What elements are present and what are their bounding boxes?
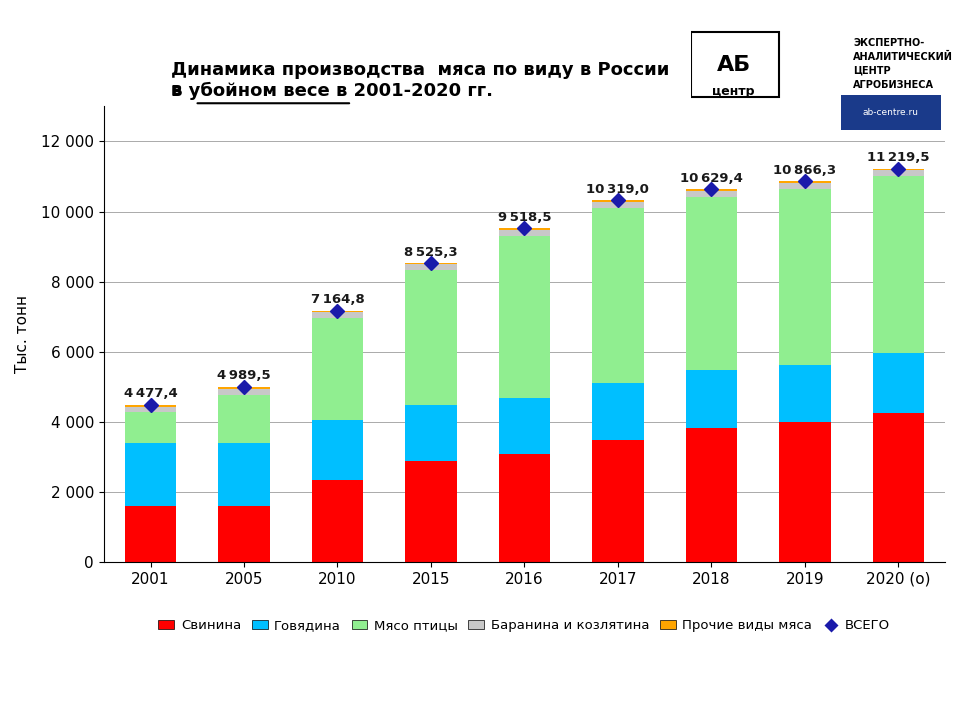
Bar <box>592 200 643 202</box>
Bar <box>780 365 830 423</box>
Bar <box>592 207 643 383</box>
Bar <box>218 395 270 443</box>
Bar <box>312 480 363 562</box>
Text: 4 989,5: 4 989,5 <box>217 369 271 382</box>
Bar <box>218 443 270 505</box>
Bar <box>780 181 830 183</box>
Text: ab-centre.ru: ab-centre.ru <box>863 108 919 117</box>
Bar <box>592 202 643 207</box>
Bar <box>125 405 177 407</box>
Bar <box>218 387 270 390</box>
Bar <box>125 443 177 505</box>
Bar <box>685 197 737 370</box>
Bar <box>218 390 270 395</box>
Text: Динамика производства  мяса по виду в России: Динамика производства мяса по виду в Рос… <box>171 61 669 79</box>
Bar <box>685 370 737 428</box>
Bar <box>592 439 643 562</box>
Text: центр: центр <box>712 85 755 99</box>
Bar <box>125 505 177 562</box>
Bar <box>498 398 550 454</box>
Text: ЭКСПЕРТНО-: ЭКСПЕРТНО- <box>853 38 924 48</box>
Text: 11 219,5: 11 219,5 <box>867 151 929 164</box>
Bar <box>218 505 270 562</box>
Bar <box>405 264 457 271</box>
Bar <box>780 183 830 189</box>
Legend: Свинина, Говядина, Мясо птицы, Баранина и козлятина, Прочие виды мяса, ВСЕГО: Свинина, Говядина, Мясо птицы, Баранина … <box>154 614 896 637</box>
Bar <box>498 235 550 398</box>
Bar <box>592 383 643 439</box>
Bar <box>685 189 737 191</box>
Bar <box>685 428 737 562</box>
Bar <box>873 353 924 413</box>
Y-axis label: Тыс. тонн: Тыс. тонн <box>15 295 30 373</box>
Bar <box>873 176 924 353</box>
Text: 10 866,3: 10 866,3 <box>773 163 836 176</box>
Bar <box>125 413 177 443</box>
Text: АГРОБИЗНЕСА: АГРОБИЗНЕСА <box>853 80 934 90</box>
Bar <box>873 170 924 176</box>
Bar <box>405 462 457 562</box>
Bar <box>873 413 924 562</box>
Bar <box>125 407 177 413</box>
Bar <box>780 189 830 365</box>
Bar <box>685 191 737 197</box>
Bar <box>312 420 363 480</box>
Bar <box>498 230 550 235</box>
Text: 4 477,4: 4 477,4 <box>124 387 178 400</box>
Text: 8 525,3: 8 525,3 <box>404 246 458 258</box>
Bar <box>405 405 457 462</box>
Text: 9 518,5: 9 518,5 <box>497 211 551 224</box>
Bar <box>691 32 779 97</box>
Bar <box>312 312 363 318</box>
Text: 10 319,0: 10 319,0 <box>587 183 649 196</box>
Text: АБ: АБ <box>716 55 751 75</box>
Text: в: в <box>171 81 189 99</box>
Bar <box>780 423 830 562</box>
Bar <box>841 95 941 130</box>
Bar <box>498 454 550 562</box>
Text: в убойном весе в 2001-2020 гг.: в убойном весе в 2001-2020 гг. <box>171 81 493 99</box>
Bar <box>873 168 924 170</box>
Text: 10 629,4: 10 629,4 <box>680 172 743 185</box>
Bar <box>312 318 363 420</box>
Text: АНАЛИТИЧЕСКИЙ: АНАЛИТИЧЕСКИЙ <box>853 52 953 62</box>
Text: 7 164,8: 7 164,8 <box>311 293 365 306</box>
Bar <box>405 271 457 405</box>
Text: ЦЕНТР: ЦЕНТР <box>853 66 891 76</box>
Bar <box>498 228 550 230</box>
